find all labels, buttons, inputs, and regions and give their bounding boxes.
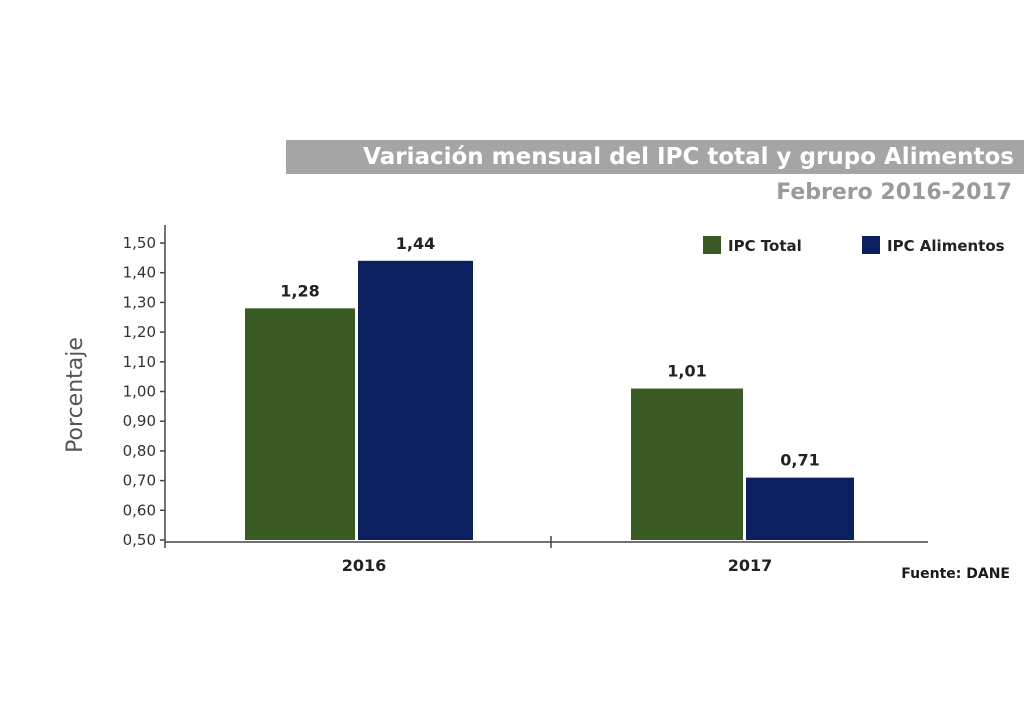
bar <box>746 477 854 540</box>
bar <box>631 388 743 540</box>
y-tick-label: 1,00 <box>123 383 156 401</box>
data-label: 1,28 <box>280 281 319 300</box>
category-labels: 2016 2017 <box>342 556 773 575</box>
axes <box>164 225 928 548</box>
value-labels: 1,28 1,44 1,01 0,71 <box>280 234 819 470</box>
x-tick-label: 2017 <box>728 556 773 575</box>
y-tick-label: 0,90 <box>123 412 156 430</box>
y-tick-label: 1,20 <box>123 323 156 341</box>
y-axis-label: Porcentaje <box>63 337 88 453</box>
chart-subtitle: Febrero 2016-2017 <box>776 180 1012 205</box>
y-tick-label: 0,60 <box>123 501 156 519</box>
y-tick-label: 0,70 <box>123 472 156 490</box>
y-tick-label: 1,40 <box>123 264 156 282</box>
legend: IPC Total IPC Alimentos <box>703 236 1005 255</box>
legend-swatch <box>862 236 880 254</box>
data-label: 0,71 <box>780 451 819 470</box>
y-axis-ticks: 0,50 0,60 0,70 0,80 0,90 1,00 1,10 1,20 1,30 1,40… <box>123 234 165 549</box>
legend-label: IPC Alimentos <box>887 237 1005 255</box>
source-note: Fuente: DANE <box>901 566 1010 582</box>
bars <box>245 260 854 540</box>
y-tick-label: 0,50 <box>123 531 156 549</box>
y-tick-label: 0,80 <box>123 442 156 460</box>
legend-swatch <box>703 236 721 254</box>
x-tick-label: 2016 <box>342 556 387 575</box>
y-tick-label: 1,50 <box>123 234 156 252</box>
y-tick-label: 1,10 <box>123 353 156 371</box>
bar <box>358 260 473 540</box>
y-tick-label: 1,30 <box>123 293 156 311</box>
legend-label: IPC Total <box>728 237 802 255</box>
data-label: 1,44 <box>396 234 435 253</box>
bar <box>245 308 355 540</box>
chart-title: Variación mensual del IPC total y grupo … <box>363 144 1014 170</box>
data-label: 1,01 <box>667 362 706 381</box>
title-band: Variación mensual del IPC total y grupo … <box>286 140 1024 174</box>
